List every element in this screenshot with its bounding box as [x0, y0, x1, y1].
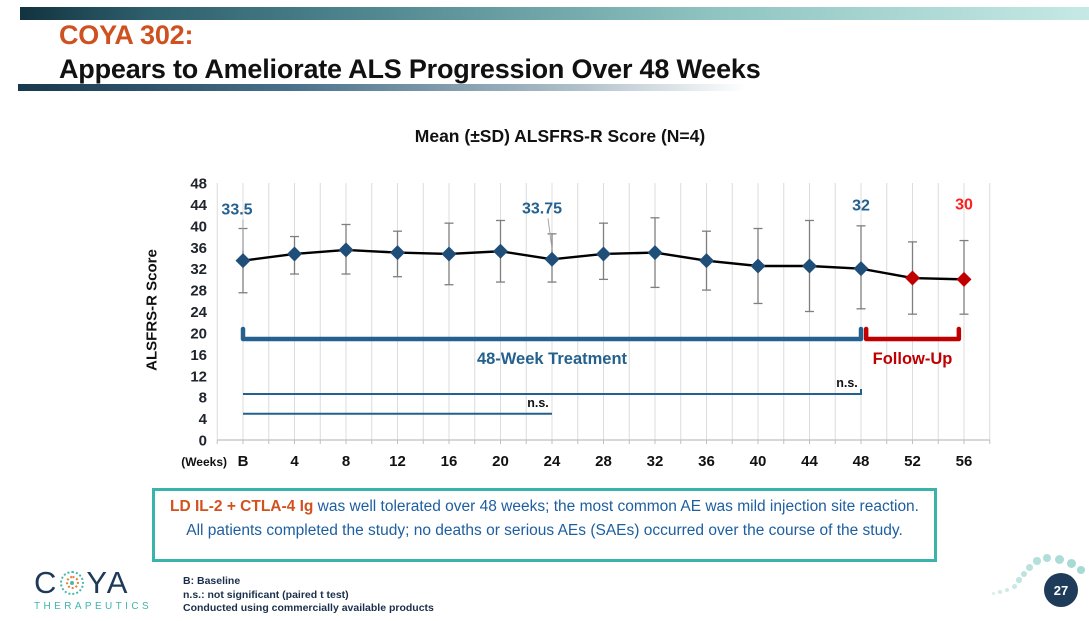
logo-dot-circle-icon [60, 570, 85, 595]
footnote-ns: n.s.: not significant (paired t test) [183, 588, 349, 601]
dot-icon [1054, 554, 1064, 564]
x-tick-label: 40 [750, 453, 767, 470]
y-tick-label: 44 [190, 197, 207, 214]
logo-letter-c: C [34, 565, 59, 600]
dot-icon [1066, 558, 1076, 568]
y-tick-label: 32 [190, 261, 207, 278]
data-point-week-8 [338, 242, 354, 258]
phase-bracket-label: Follow-Up [873, 350, 953, 368]
y-tick-label: 36 [190, 240, 207, 257]
data-point-week-28 [596, 246, 611, 262]
x-tick-label: 44 [801, 453, 818, 470]
dot-icon [1011, 583, 1017, 589]
callout-text: was well tolerated over 48 weeks; the mo… [186, 498, 919, 539]
value-annotation: 30 [955, 196, 973, 213]
safety-callout-box: LD IL-2 + CTLA-4 Ig was well tolerated o… [152, 488, 937, 562]
y-tick-label: 12 [190, 368, 207, 385]
top-accent-bar [20, 7, 1089, 20]
data-point-week-48 [853, 261, 869, 277]
data-point-week-36 [699, 253, 714, 269]
dot-icon [1077, 566, 1085, 574]
y-tick-label: 4 [199, 411, 208, 428]
dot-icon [1004, 587, 1010, 593]
logo-letters-ya: YA [86, 565, 130, 600]
y-tick-label: 8 [199, 390, 207, 407]
callout-highlight: LD IL-2 + CTLA-4 Ig [169, 498, 314, 515]
page-number-badge: 27 [1044, 573, 1078, 607]
data-point-week-16 [441, 246, 457, 262]
dot-icon [998, 590, 1002, 594]
coya-logo: C YA THERAPEUTICS [34, 567, 152, 612]
x-tick-label: 20 [492, 453, 509, 470]
x-tick-label: 32 [647, 453, 664, 470]
dot-icon [1033, 557, 1041, 565]
page-title-line1: COYA 302: [59, 20, 194, 50]
dot-icon [1043, 554, 1051, 562]
phase-bracket-label: 48-Week Treatment [477, 350, 628, 368]
data-point-week-52 [905, 270, 920, 286]
x-tick-label: 52 [904, 453, 921, 470]
dot-icon [1025, 563, 1033, 571]
x-tick-label: B [238, 453, 249, 470]
value-annotation: 33.5 [221, 202, 252, 219]
x-tick-label: 56 [956, 453, 973, 470]
y-tick-label: 48 [190, 176, 207, 193]
footnote-baseline: B: Baseline [183, 575, 241, 587]
dot-icon [991, 591, 995, 595]
phase-bracket [240, 326, 864, 342]
x-tick-label: 8 [342, 453, 350, 470]
dot-icon [1016, 577, 1022, 583]
y-tick-label: 16 [190, 347, 207, 364]
x-tick-label: 48 [853, 453, 870, 470]
x-tick-label: 12 [389, 453, 406, 470]
data-point-week-44 [802, 258, 817, 274]
y-tick-label: 28 [190, 283, 207, 300]
x-tick-label: 24 [544, 453, 561, 470]
y-tick-label: 20 [190, 325, 207, 342]
data-point-week-56 [956, 271, 972, 287]
y-tick-label: 24 [190, 304, 207, 321]
data-point-week-24 [544, 251, 560, 267]
x-tick-label: 36 [698, 453, 715, 470]
page-title-line2: Appears to Ameliorate ALS Progression Ov… [59, 54, 761, 84]
footnote-products: Conducted using commercially available p… [183, 602, 434, 614]
title-underline-bar [18, 84, 1089, 91]
data-point-week-32 [647, 245, 663, 261]
x-tick-label: 28 [595, 453, 612, 470]
x-tick-label: 4 [290, 453, 299, 470]
footnotes: B: Baseline n.s.: not significant (paire… [183, 575, 434, 616]
y-tick-label: 0 [199, 433, 207, 450]
value-annotation: 33.75 [522, 200, 562, 217]
logo-therapeutics: THERAPEUTICS [34, 601, 153, 612]
ns-comparison-line [243, 388, 862, 395]
data-point-week-20 [493, 243, 508, 259]
data-point-week-40 [750, 258, 766, 274]
data-point-week-4 [287, 246, 302, 262]
value-annotation: 32 [852, 198, 870, 215]
data-point-week-B [235, 253, 251, 269]
x-axis-unit: (Weeks) [181, 455, 227, 469]
ns-label: n.s. [836, 376, 858, 390]
data-point-week-12 [390, 245, 405, 261]
ns-label: n.s. [527, 396, 549, 410]
y-tick-label: 40 [190, 218, 207, 235]
dot-icon [1021, 571, 1027, 577]
x-tick-label: 16 [441, 453, 458, 470]
phase-bracket [863, 326, 962, 342]
chart-title: Mean (±SD) ALSFRS-R Score (N=4) [414, 126, 706, 146]
